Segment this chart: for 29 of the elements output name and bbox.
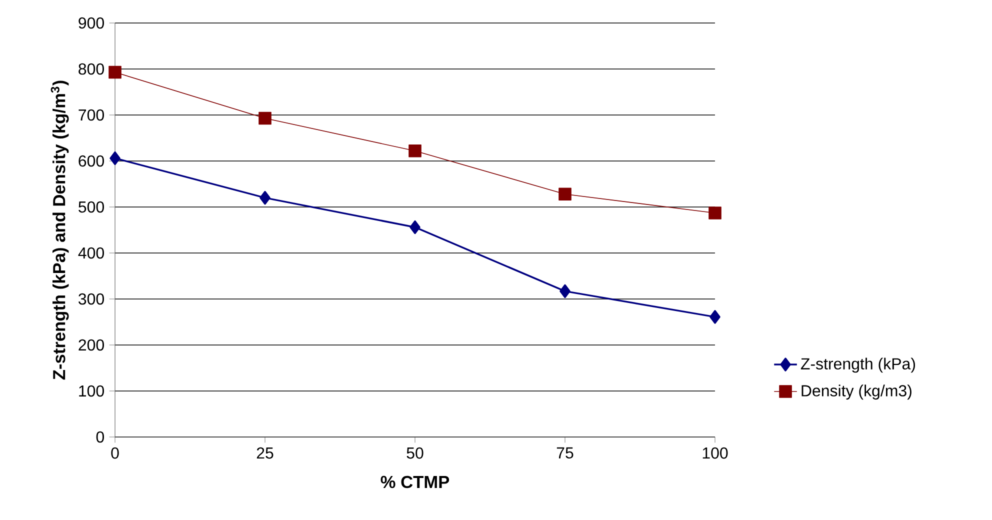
- point: [258, 112, 272, 125]
- y-tick-label: 900: [78, 17, 104, 29]
- y-tick-label: 300: [78, 293, 104, 305]
- point: [108, 66, 122, 79]
- point: [560, 284, 570, 298]
- x-tick-label: 25: [256, 447, 274, 459]
- point: [408, 144, 422, 158]
- point: [260, 190, 270, 205]
- y-tick-label: 100: [79, 385, 104, 397]
- x-tick-label: 100: [702, 447, 728, 459]
- y-tick-label: 600: [78, 155, 104, 167]
- legend-label: Density (kg/m3): [802, 384, 912, 400]
- y-tick-label: 800: [78, 63, 104, 75]
- point: [110, 151, 120, 166]
- y-axis-title: Z-strength (kPa) and Density (kg/m$^{3}$): [50, 80, 69, 380]
- point: [708, 206, 722, 220]
- x-tick-label: 75: [556, 447, 574, 459]
- point: [558, 188, 572, 201]
- y-tick-label: 500: [78, 201, 104, 213]
- point: [710, 310, 720, 324]
- y-tick-label: 700: [78, 109, 104, 121]
- x-tick-label: 0: [111, 447, 119, 459]
- y-tick-label: 200: [78, 339, 104, 351]
- x-tick-label: 50: [406, 447, 424, 459]
- legend-label: Z-strength (kPa): [800, 358, 915, 373]
- point: [410, 220, 420, 234]
- y-tick-label: 400: [78, 247, 104, 259]
- x-axis-title: % CTMP: [380, 476, 450, 488]
- y-tick-label: 0: [96, 431, 104, 443]
